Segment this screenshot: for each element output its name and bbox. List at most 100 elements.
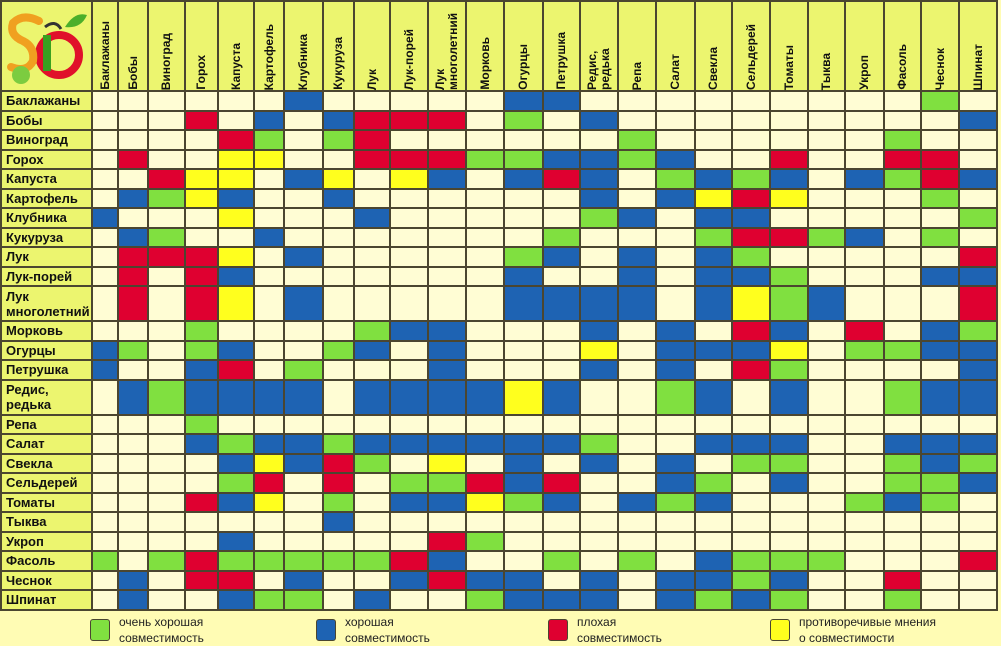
compatibility-cell [467, 248, 503, 266]
compatibility-cell [885, 454, 920, 472]
compatibility-cell [391, 170, 427, 188]
compatibility-cell [733, 435, 769, 453]
compatibility-cell [885, 131, 920, 149]
row-header: Петрушка [2, 361, 91, 379]
compatibility-cell [149, 248, 184, 266]
column-header: Кукуруза [324, 2, 353, 90]
compatibility-cell [186, 150, 217, 168]
compatibility-cell [505, 248, 542, 266]
compatibility-cell [657, 532, 694, 550]
row-header: Лук [2, 248, 91, 266]
compatibility-cell [467, 111, 503, 129]
row-header: Картофель [2, 189, 91, 207]
compatibility-cell [391, 92, 427, 110]
compatibility-cell [922, 493, 958, 511]
compatibility-cell [355, 513, 389, 531]
compatibility-cell [885, 150, 920, 168]
compatibility-cell [219, 532, 253, 550]
compatibility-cell [809, 150, 844, 168]
compatibility-cell [186, 435, 217, 453]
compatibility-cell [846, 228, 883, 246]
compatibility-cell [733, 552, 769, 570]
compatibility-cell [93, 591, 117, 609]
compatibility-cell [355, 111, 389, 129]
compatibility-cell [696, 111, 731, 129]
compatibility-cell [505, 341, 542, 359]
compatibility-cell [960, 552, 996, 570]
compatibility-cell [544, 209, 579, 227]
compatibility-cell [960, 189, 996, 207]
compatibility-cell [505, 474, 542, 492]
compatibility-cell [619, 571, 655, 589]
compatibility-cell [581, 380, 617, 414]
compatibility-cell [149, 189, 184, 207]
compatibility-cell [619, 111, 655, 129]
compatibility-cell [619, 552, 655, 570]
compatibility-cell [119, 92, 147, 110]
compatibility-cell [467, 228, 503, 246]
compatibility-cell [119, 209, 147, 227]
legend-text: плохая совместимость [577, 614, 662, 646]
column-header-label: Фасоль [895, 44, 909, 90]
compatibility-cell [581, 287, 617, 320]
compatibility-cell [93, 209, 117, 227]
compatibility-cell [846, 287, 883, 320]
legend-text: противоречивые мнения о совместимости [799, 614, 936, 646]
compatibility-cell [505, 435, 542, 453]
compatibility-cell [696, 591, 731, 609]
compatibility-cell [429, 552, 465, 570]
compatibility-cell [619, 92, 655, 110]
compatibility-cell [733, 267, 769, 285]
compatibility-cell [429, 150, 465, 168]
compatibility-cell [733, 248, 769, 266]
compatibility-cell [186, 571, 217, 589]
column-header-label: Горох [194, 55, 208, 90]
compatibility-cell [581, 474, 617, 492]
compatibility-cell [324, 189, 353, 207]
compatibility-cell [544, 532, 579, 550]
compatibility-cell [467, 341, 503, 359]
compatibility-cell [696, 532, 731, 550]
compatibility-cell [429, 131, 465, 149]
compatibility-cell [505, 209, 542, 227]
compatibility-cell [657, 209, 694, 227]
compatibility-cell [355, 435, 389, 453]
compatibility-cell [885, 92, 920, 110]
compatibility-cell [391, 454, 427, 472]
compatibility-cell [467, 267, 503, 285]
compatibility-cell [733, 322, 769, 340]
column-header: Лук [355, 2, 389, 90]
compatibility-cell [355, 415, 389, 433]
compatibility-cell [93, 150, 117, 168]
compatibility-cell [355, 131, 389, 149]
compatibility-cell [324, 341, 353, 359]
compatibility-cell [285, 435, 322, 453]
row-header: Огурцы [2, 341, 91, 359]
legend-line1: противоречивые мнения [799, 614, 936, 629]
compatibility-cell [544, 228, 579, 246]
compatibility-cell [219, 493, 253, 511]
compatibility-cell [885, 287, 920, 320]
compatibility-cell [149, 341, 184, 359]
compatibility-cell [149, 361, 184, 379]
column-header-label: Бобы [125, 56, 140, 90]
compatibility-cell [960, 571, 996, 589]
compatibility-cell [771, 170, 807, 188]
compatibility-cell [846, 532, 883, 550]
compatibility-cell [391, 267, 427, 285]
compatibility-cell [186, 170, 217, 188]
compatibility-cell [544, 92, 579, 110]
compatibility-cell [846, 454, 883, 472]
compatibility-cell [809, 380, 844, 414]
compatibility-cell [960, 493, 996, 511]
compatibility-cell [885, 209, 920, 227]
compatibility-cell [960, 435, 996, 453]
compatibility-cell [119, 131, 147, 149]
compatibility-cell [255, 415, 283, 433]
compatibility-cell [696, 248, 731, 266]
compatibility-cell [429, 532, 465, 550]
compatibility-cell [119, 552, 147, 570]
compatibility-cell [255, 267, 283, 285]
column-header: Морковь [467, 2, 503, 90]
compatibility-cell [355, 361, 389, 379]
